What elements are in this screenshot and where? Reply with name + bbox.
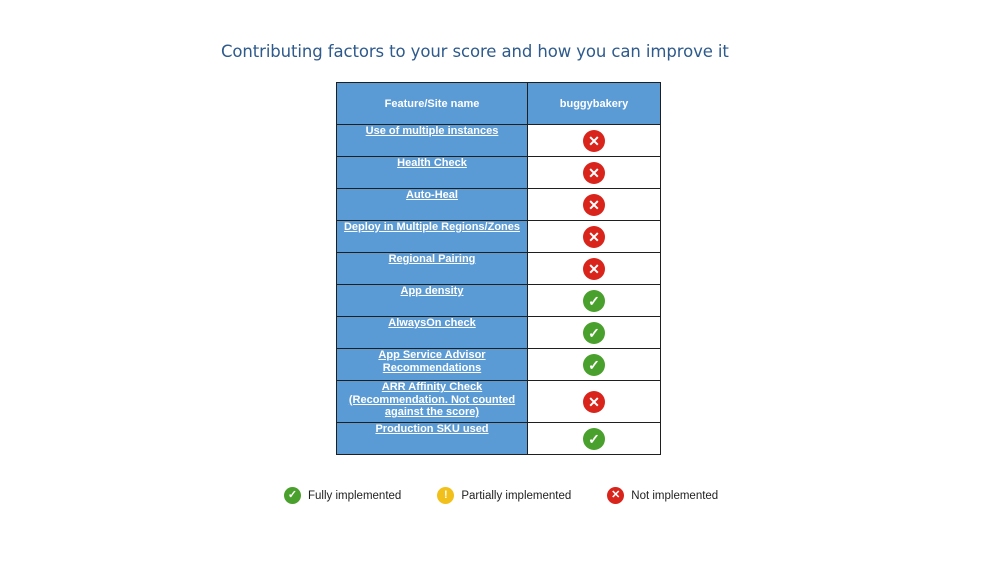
status-cell: ✕	[527, 252, 661, 285]
check-circle-icon: ✓	[583, 427, 605, 450]
x-circle-icon: ✕	[583, 193, 605, 216]
status-cell: ✓	[527, 284, 661, 317]
x-circle-icon: ✕	[583, 225, 605, 248]
status-cell: ✓	[527, 348, 661, 381]
status-cell: ✕	[527, 124, 661, 157]
exclamation-circle-icon: !	[437, 487, 455, 504]
status-cell: ✕	[527, 188, 661, 221]
table-row: App Service Advisor Recommendations ✓	[336, 348, 661, 381]
feature-link[interactable]: Production SKU used	[336, 422, 528, 455]
table-row: Auto-Heal ✕	[336, 188, 661, 221]
legend-item-not: ✕ Not implemented	[607, 487, 718, 504]
table-header-row: Feature/Site name buggybakery	[336, 82, 661, 125]
legend-label-fully: Fully implemented	[308, 489, 402, 502]
check-circle-icon: ✓	[583, 321, 605, 344]
score-table: Feature/Site name buggybakery Use of mul…	[336, 82, 661, 455]
x-circle-icon: ✕	[607, 487, 625, 504]
feature-link[interactable]: Health Check	[336, 156, 528, 189]
header-site: buggybakery	[527, 82, 661, 125]
legend-item-partial: ! Partially implemented	[437, 487, 571, 504]
status-cell: ✕	[527, 220, 661, 253]
feature-link[interactable]: Use of multiple instances	[336, 124, 528, 157]
feature-link[interactable]: AlwaysOn check	[336, 316, 528, 349]
feature-link[interactable]: Auto-Heal	[336, 188, 528, 221]
header-feature: Feature/Site name	[336, 82, 528, 125]
table-row: Use of multiple instances ✕	[336, 124, 661, 157]
status-cell: ✓	[527, 422, 661, 455]
feature-link[interactable]: Deploy in Multiple Regions/Zones	[336, 220, 528, 253]
status-cell: ✓	[527, 316, 661, 349]
table-row: Deploy in Multiple Regions/Zones ✕	[336, 220, 661, 253]
x-circle-icon: ✕	[583, 390, 605, 413]
check-circle-icon: ✓	[284, 487, 301, 504]
legend: ✓ Fully implemented ! Partially implemen…	[284, 487, 754, 504]
table-row: ARR Affinity Check (Recommendation. Not …	[336, 380, 661, 423]
table-row: Production SKU used ✓	[336, 422, 661, 455]
legend-item-fully: ✓ Fully implemented	[284, 487, 401, 504]
feature-link[interactable]: App Service Advisor Recommendations	[336, 348, 528, 381]
table-row: AlwaysOn check ✓	[336, 316, 661, 349]
x-circle-icon: ✕	[583, 161, 605, 184]
legend-label-partial: Partially implemented	[461, 489, 572, 502]
page-title: Contributing factors to your score and h…	[221, 42, 729, 61]
status-cell: ✕	[527, 156, 661, 189]
check-circle-icon: ✓	[583, 289, 605, 312]
x-circle-icon: ✕	[583, 129, 605, 152]
check-circle-icon: ✓	[583, 353, 605, 376]
table-row: Regional Pairing ✕	[336, 252, 661, 285]
table-row: App density ✓	[336, 284, 661, 317]
table-row: Health Check ✕	[336, 156, 661, 189]
feature-link[interactable]: Regional Pairing	[336, 252, 528, 285]
x-circle-icon: ✕	[583, 257, 605, 280]
status-cell: ✕	[527, 380, 661, 423]
feature-link[interactable]: ARR Affinity Check (Recommendation. Not …	[336, 380, 528, 423]
feature-link[interactable]: App density	[336, 284, 528, 317]
legend-label-not: Not implemented	[631, 489, 719, 502]
